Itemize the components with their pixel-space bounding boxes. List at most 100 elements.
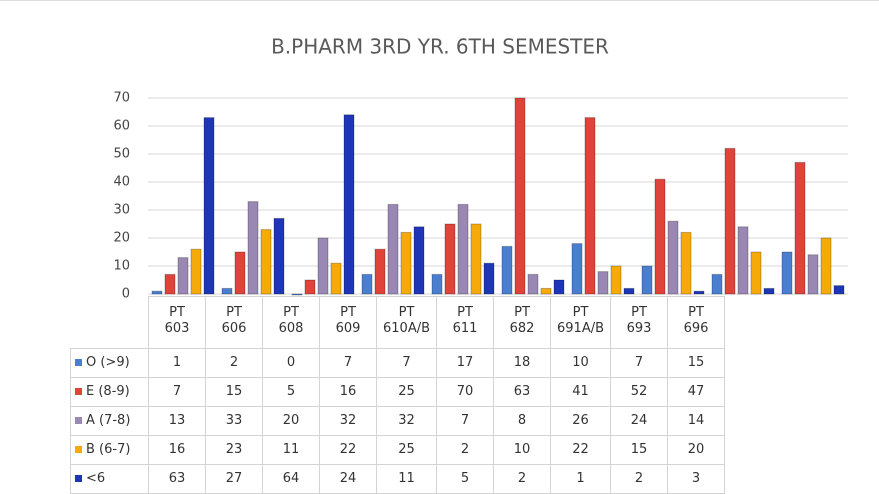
legend-cell: O (>9) [70,348,149,378]
bar [584,117,596,295]
series-row: E (8-9) 7 15 5 16 25 70 63 41 52 47 [70,377,725,407]
value-cell: 5 [262,377,320,407]
bar [794,161,806,295]
bar [483,262,495,295]
category-label: PT 603 [148,296,206,349]
value-cell: 11 [262,435,320,465]
value-cell: 7 [148,377,206,407]
bar [737,226,749,295]
bar [221,287,233,295]
y-tick-label: 60 [113,119,130,134]
category-label: PT 682 [493,296,551,349]
bar [343,114,355,295]
value-cell: 15 [610,435,668,465]
bar [711,273,723,295]
chart: B.PHARM 3RD YR. 6TH SEMESTER 0 10 20 30 40 50… [113,35,848,302]
header-row: PT 603 PT 606 PT 608 PT 609 PT 610A/B PT 611 P… [70,296,725,349]
value-cell: 25 [376,435,437,465]
legend-cell: A (7-8) [70,406,149,436]
value-cell: 15 [667,348,725,378]
bar [273,217,285,295]
bar [387,203,399,295]
value-cell: 0 [262,348,320,378]
bar [291,293,303,296]
value-cell: 2 [610,464,668,494]
value-cell: 10 [493,435,551,465]
value-cell: 32 [376,406,437,436]
legend-label: O (>9) [86,355,130,370]
bar [330,262,342,295]
bar [190,248,202,295]
series-row: O (>9) 1 2 0 7 7 17 18 10 7 15 [70,348,725,378]
bar [540,287,552,295]
bar [151,290,163,295]
legend-cell: <6 [70,464,149,494]
bar [514,97,526,295]
value-cell: 7 [610,348,668,378]
bar [781,251,793,295]
value-cell: 15 [205,377,263,407]
bar [304,279,316,295]
value-cell: 41 [550,377,611,407]
category-label: PT 696 [667,296,725,349]
legend-label: E (8-9) [86,384,130,399]
bar [553,279,565,295]
bar [680,231,692,295]
category-label: PT 609 [319,296,377,349]
category-label: PT 608 [262,296,320,349]
value-cell: 2 [493,464,551,494]
value-cell: 33 [205,406,263,436]
value-cell: 32 [319,406,377,436]
bar [654,178,666,295]
legend-cell: E (8-9) [70,377,149,407]
value-cell: 22 [319,435,377,465]
bar [317,237,329,295]
bar [667,220,679,295]
y-tick-label: 30 [113,203,130,218]
value-cell: 7 [319,348,377,378]
value-cell: 8 [493,406,551,436]
bar [833,285,845,295]
bar [571,243,583,295]
value-cell: 3 [667,464,725,494]
bar [623,287,635,295]
legend-key [75,475,82,482]
y-tick-label: 0 [122,287,130,302]
category-label: PT 610A/B [376,296,437,349]
bar [693,290,705,295]
value-cell: 5 [436,464,494,494]
y-tick-label: 40 [113,175,130,190]
legend-label: B (6-7) [86,442,131,457]
bar [431,273,443,295]
category-label: PT 691A/B [550,296,611,349]
legend-key [75,446,82,453]
series-row: B (6-7) 16 23 11 22 25 2 10 22 15 20 [70,435,725,465]
value-cell: 16 [148,435,206,465]
value-cell: 25 [376,377,437,407]
value-cell: 20 [262,406,320,436]
value-cell: 26 [550,406,611,436]
value-cell: 64 [262,464,320,494]
legend-key [75,417,82,424]
value-cell: 22 [550,435,611,465]
category-label: PT 611 [436,296,494,349]
corner-cell [70,296,149,349]
value-cell: 2 [205,348,263,378]
bar [164,273,176,295]
bar [374,248,386,295]
value-cell: 24 [610,406,668,436]
bar [807,254,819,295]
value-cell: 70 [436,377,494,407]
bar [763,287,775,295]
legend-label: A (7-8) [86,413,131,428]
bar [501,245,513,295]
value-cell: 17 [436,348,494,378]
bar [247,201,259,295]
legend-key [75,359,82,366]
bar [413,226,425,295]
series-row: <6 63 27 64 24 11 5 2 1 2 3 [70,464,725,494]
bar [177,257,189,295]
value-cell: 20 [667,435,725,465]
value-cell: 11 [376,464,437,494]
value-cell: 2 [436,435,494,465]
